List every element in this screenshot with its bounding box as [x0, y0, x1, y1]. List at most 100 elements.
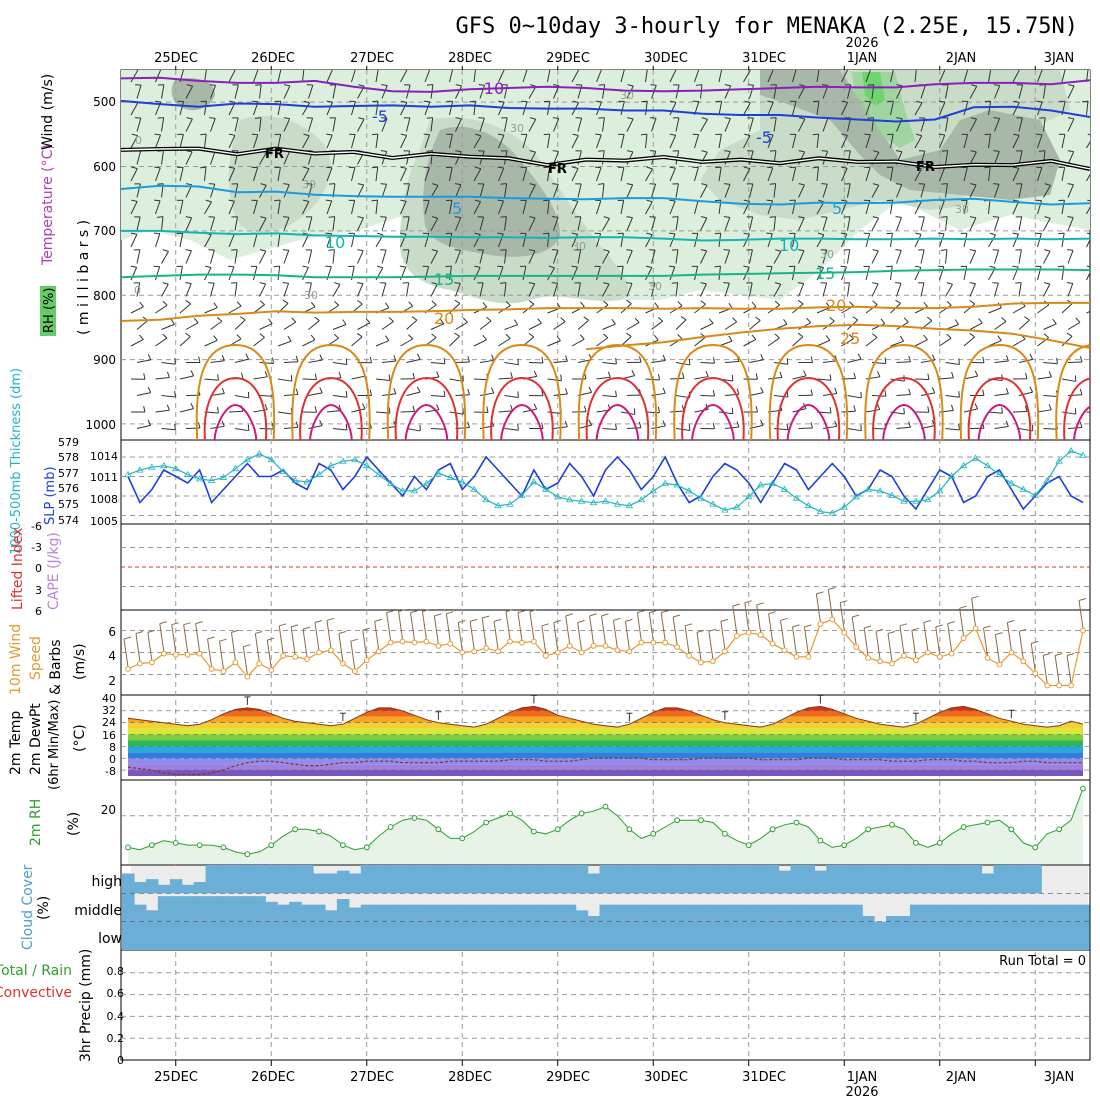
low-isotherm-2-2: [406, 405, 448, 445]
barb-flag: [978, 318, 982, 323]
cloud-cell-low-71: [970, 922, 983, 950]
barb-staff: [260, 251, 266, 263]
rh2m-point-38: [579, 811, 584, 816]
barb-flag: [296, 356, 298, 362]
barb-staff: [505, 363, 519, 365]
barb-flag: [357, 300, 362, 304]
barb-flag: [1057, 358, 1058, 364]
rh2m-point-42: [627, 827, 632, 832]
wind10m-barb-flag-27: [446, 612, 453, 614]
upper-barb-78: [205, 266, 212, 280]
cloud-cell-mid-31: [492, 905, 505, 922]
barb-staff: [1087, 307, 1100, 313]
barb-staff: [401, 339, 413, 346]
barb-flag: [362, 403, 365, 408]
cloud-cell-low-61: [850, 922, 863, 950]
cloud-cell-low-26: [432, 922, 445, 950]
barb-flag: [770, 151, 776, 152]
cloud-cell-high-31: [492, 865, 505, 893]
barb-flag: [970, 283, 976, 284]
upper-barb-64: [180, 403, 194, 412]
contour-label-m5-a: -5: [372, 107, 388, 126]
barb-staff: [891, 266, 893, 280]
cloud-cell-high-61: [850, 865, 863, 893]
barb-flag: [198, 422, 200, 428]
upper-barb-523: [701, 357, 715, 363]
wind10m-barb-9: [231, 632, 235, 660]
barb-staff: [137, 250, 140, 264]
wind10m-point-33: [520, 640, 525, 645]
barb-flag: [370, 357, 371, 363]
contour-label-rh30-f: 30: [820, 248, 834, 261]
barb-flag: [830, 374, 831, 380]
barb-staff: [774, 396, 788, 397]
barb-flag: [715, 200, 721, 201]
barb-flag: [518, 424, 519, 430]
cloud-cell-low-66: [910, 922, 923, 950]
wind10m-barb-64: [888, 634, 892, 662]
upper-barb-346: [499, 334, 511, 346]
upper-barb-128: [254, 371, 268, 379]
barb-staff: [1093, 283, 1096, 297]
panel-frame-precip: [121, 950, 1090, 1060]
barb-flag: [760, 420, 763, 425]
wind10m-barb-flag-64: [888, 632, 895, 634]
upper-barb-783: [992, 283, 998, 297]
rh2m-point-16: [317, 829, 322, 834]
wind10m-barb-66: [912, 630, 916, 658]
wind10m-barb-38: [578, 623, 582, 651]
cloud-cell-mid-20: [361, 905, 374, 922]
tick-wind-6: 6: [108, 625, 116, 639]
barb-flag: [339, 372, 341, 378]
rh2m-point-54: [770, 827, 775, 832]
barb-flag: [154, 233, 160, 234]
cloud-cell-low-48: [695, 922, 708, 950]
cloud-cell-mid-62: [862, 916, 875, 922]
barb-flag: [268, 319, 272, 324]
barb-flag: [260, 301, 265, 305]
barb-flag: [237, 302, 241, 306]
upper-barb-859: [1091, 85, 1097, 99]
upper-barb-258: [401, 335, 413, 346]
cloud-cell-low-35: [540, 922, 553, 950]
upper-barb-696: [891, 300, 901, 313]
cloud-cell-high-66: [910, 865, 923, 893]
upper-barb-211: [357, 283, 363, 297]
barb-staff: [211, 321, 222, 329]
wind10m-barb-flag-0: [124, 637, 131, 639]
wind10m-barb-44: [649, 613, 653, 641]
barb-flag: [886, 266, 892, 267]
rh2m-point-24: [412, 816, 417, 821]
wind10m-point-43: [639, 640, 644, 645]
upper-barb-391: [554, 356, 568, 363]
barb-flag: [486, 317, 491, 321]
barb-flag: [853, 317, 858, 320]
barb-staff: [774, 363, 788, 365]
upper-barb-260: [401, 373, 415, 379]
upper-barb-191: [333, 320, 346, 330]
tick-wind-2: 2: [108, 674, 116, 688]
wind10m-point-54: [770, 641, 775, 646]
barb-flag: [357, 250, 363, 251]
cloud-cell-low-22: [385, 922, 398, 950]
wind10m-barb-42: [625, 621, 629, 649]
tick-thick-579: 579: [58, 436, 79, 449]
cloud-cell-mid-39: [588, 916, 601, 922]
upper-barb-608: [793, 300, 804, 313]
barb-flag: [959, 391, 960, 397]
wind10m-barb-flag-79: [1067, 654, 1074, 656]
barb-staff: [456, 395, 470, 396]
wind10m-barb-62: [864, 628, 868, 656]
barb-staff: [1093, 217, 1097, 231]
ylabel-wind-units: (m/s): [72, 643, 88, 680]
upper-barb-237: [382, 355, 396, 362]
cloud-cell-high-30: [480, 865, 493, 893]
cloud-cell-mid-32: [504, 905, 517, 922]
barb-flag: [641, 101, 647, 102]
upper-barb-62: [180, 370, 194, 379]
barb-staff: [603, 429, 617, 430]
rh2m-point-36: [555, 827, 560, 832]
cloud-cell-mid-76: [1029, 905, 1042, 922]
barb-flag: [1044, 283, 1050, 284]
upper-barb-742: [940, 334, 952, 346]
